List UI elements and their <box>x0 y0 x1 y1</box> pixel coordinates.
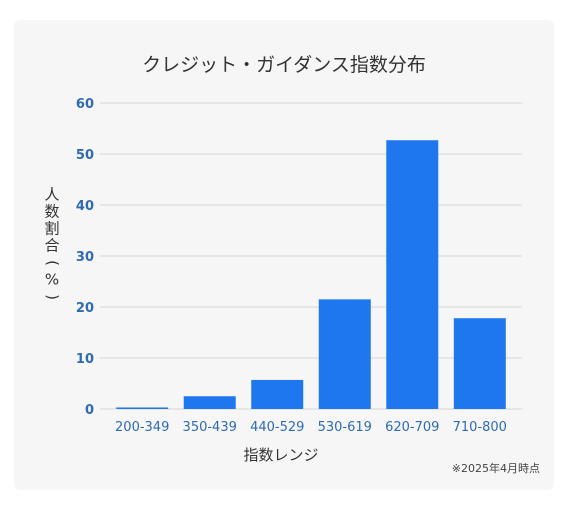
y-tick-label: 20 <box>76 301 94 316</box>
bar-350-439 <box>183 396 236 409</box>
bar-710-800 <box>453 318 506 409</box>
y-tick-label: 60 <box>76 97 94 112</box>
chart-card: クレジット・ガイダンス指数分布 0 10 20 30 40 50 60 200-349 350… <box>14 20 554 490</box>
y-axis-label-char: 合 <box>44 237 59 255</box>
x-tick-label: 710-800 <box>453 420 507 435</box>
bar-620-709 <box>386 140 439 409</box>
x-tick-label: 440-529 <box>250 420 304 435</box>
x-tick-label: 200-349 <box>115 420 169 435</box>
x-tick-label: 620-709 <box>385 420 439 435</box>
y-axis-label-char: % <box>45 271 59 289</box>
y-axis-label-char: ) <box>44 294 62 300</box>
bar-200-349 <box>116 407 169 409</box>
y-tick-label: 10 <box>76 352 94 367</box>
y-tick-label: 50 <box>76 148 94 163</box>
y-tick-label: 40 <box>76 199 94 214</box>
bar-chart: 0 10 20 30 40 50 60 200-349 350-439 440-529 530-6… <box>44 97 522 464</box>
grid-lines <box>100 102 522 410</box>
x-tick-label: 350-439 <box>183 420 237 435</box>
bar-530-619 <box>318 299 371 409</box>
bar-440-529 <box>251 379 304 409</box>
chart-title: クレジット・ガイダンス指数分布 <box>142 54 426 76</box>
y-axis-label-char: 割 <box>44 220 59 238</box>
y-axis-label-char: 人 <box>44 186 59 204</box>
x-axis-label: 指数レンジ <box>243 446 318 464</box>
bars <box>116 140 506 409</box>
x-tick-label: 530-619 <box>318 420 372 435</box>
y-tick-label: 30 <box>76 250 94 265</box>
y-axis-label-char: ( <box>44 260 62 266</box>
x-tick-labels: 200-349 350-439 440-529 530-619 620-709 710-8… <box>115 420 507 435</box>
y-axis-label-char: 数 <box>44 203 59 221</box>
footnote: ※2025年4月時点 <box>451 462 540 475</box>
y-tick-label: 0 <box>85 403 94 418</box>
y-tick-labels: 0 10 20 30 40 50 60 <box>76 97 94 418</box>
